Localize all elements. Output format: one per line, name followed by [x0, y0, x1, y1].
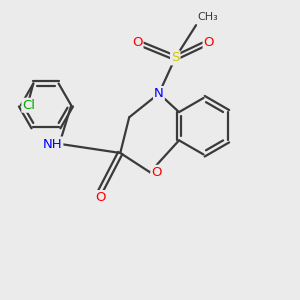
- Text: O: O: [204, 37, 214, 50]
- Text: CH₃: CH₃: [198, 12, 218, 22]
- Text: Cl: Cl: [22, 99, 35, 112]
- Text: O: O: [96, 191, 106, 204]
- Text: NH: NH: [43, 138, 62, 151]
- Text: O: O: [132, 37, 142, 50]
- Text: S: S: [171, 51, 179, 64]
- Text: N: N: [154, 87, 164, 100]
- Text: O: O: [151, 166, 162, 179]
